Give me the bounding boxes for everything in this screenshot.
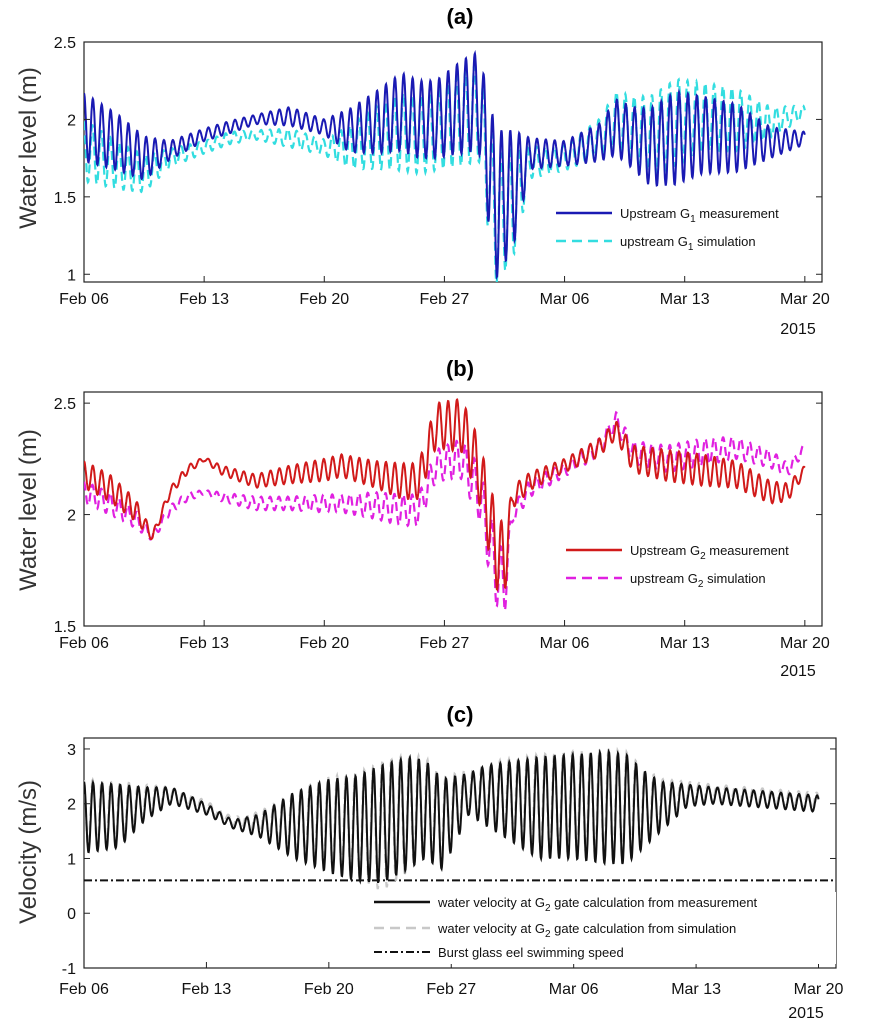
panel-a-x-tick-label: Mar 06 [540,291,590,308]
panel-a-plot-area [84,49,806,282]
panel-a-y-tick-label: 1.5 [54,190,76,207]
panel-b-y-tick-label: 1.5 [54,619,76,636]
panel-a-legend: Upstream G1 measurement upstream G1 simu… [556,206,779,253]
panel-a-x-tick-label: Mar 20 [780,291,830,308]
panel-b-legend: Upstream G2 measurement upstream G2 simu… [566,543,789,590]
panel-a-plot-frame [83,41,823,283]
legend-c-simulation-label: water velocity at G2 gate calculation fr… [437,921,736,940]
panel-c-year-label: 2015 [788,1005,824,1022]
panel-a-x-tick-label: Feb 13 [179,291,229,308]
panel-c-plot-area [84,746,836,890]
panel-c-x-tick-label: Feb 13 [182,981,232,998]
panel-a-x-tick-label: Mar 13 [660,291,710,308]
panel-a: (a) Water level (m) 1 1.5 2 2.5 Feb 06 Feb 1… [15,4,830,338]
panel-b-x-ticks: Feb 06 Feb 13 Feb 20 Feb 27 Mar 06 Mar 13 Mar … [59,620,830,652]
panel-c-legend: water velocity at G2 gate calculation fr… [366,892,836,964]
panel-a-y-tick-label: 1 [67,267,76,284]
legend-b-measurement-label: Upstream G2 measurement [630,543,789,562]
panel-b-plot-area [84,398,806,615]
panel-c-x-tick-label: Feb 06 [59,981,109,998]
panel-c-y-tick-label: -1 [62,961,76,978]
legend-a-simulation-label: upstream G1 simulation [620,234,756,253]
panel-c-x-tick-label: Mar 13 [671,981,721,998]
panel-b-x-tick-label: Feb 06 [59,635,109,652]
panel-b-y-tick-label: 2.5 [54,396,76,413]
panel-b-x-tick-label: Mar 20 [780,635,830,652]
panel-c-title: (c) [447,702,474,727]
panel-c-y-tick-label: 3 [67,742,76,759]
panel-a-x-tick-label: Feb 27 [420,291,470,308]
panel-a-x-ticks: Feb 06 Feb 13 Feb 20 Feb 27 Mar 06 Mar 13 Mar … [59,276,830,308]
panel-a-y-tick-label: 2.5 [54,35,76,52]
panel-c-x-tick-label: Mar 06 [549,981,599,998]
legend-c-background [366,892,836,964]
panel-c-y-tick-label: 0 [67,906,76,923]
legend-b-simulation-label: upstream G2 simulation [630,571,766,590]
panel-b-series-measurement-line [84,398,806,592]
panel-c-y-tick-label: 1 [67,851,76,868]
panel-a-title: (a) [447,4,474,29]
panel-a-x-tick-label: Feb 20 [299,291,349,308]
panel-b-x-tick-label: Feb 20 [299,635,349,652]
panel-a-series-simulation-line [84,61,806,282]
panel-a-series-measurement-line [84,49,806,281]
panel-c-series-simulation-line [84,746,820,890]
panel-c-plot-frame [83,737,837,969]
legend-c-measurement-label: water velocity at G2 gate calculation fr… [437,895,758,914]
panel-c-series-measurement-line [84,748,820,885]
panel-b-x-tick-label: Feb 27 [420,635,470,652]
panel-b: (b) Water level (m) 1.5 2 2.5 Feb 06 Feb 13… [15,356,830,680]
legend-a-measurement-label: Upstream G1 measurement [620,206,779,225]
panel-b-x-tick-label: Feb 13 [179,635,229,652]
panel-b-x-tick-label: Mar 13 [660,635,710,652]
panel-b-x-tick-label: Mar 06 [540,635,590,652]
panel-b-y-axis-label: Water level (m) [15,429,42,591]
panel-c-x-tick-label: Feb 20 [304,981,354,998]
panel-b-y-tick-label: 2 [67,508,76,525]
panel-b-title: (b) [446,356,474,381]
panel-c-x-tick-label: Mar 20 [794,981,844,998]
panel-a-year-label: 2015 [780,321,816,338]
panel-b-plot-frame [83,391,823,627]
panel-a-x-tick-label: Feb 06 [59,291,109,308]
panel-c-x-tick-label: Feb 27 [426,981,476,998]
panel-c-y-tick-label: 2 [67,797,76,814]
panel-a-y-ticks: 1 1.5 2 2.5 [54,35,822,284]
panel-a-y-tick-label: 2 [67,112,76,129]
panel-c-x-ticks: Feb 06 Feb 13 Feb 20 Feb 27 Mar 06 Mar 13 Mar … [59,962,844,998]
legend-c-threshold-label: Burst glass eel swimming speed [438,945,624,960]
panel-a-y-axis-label: Water level (m) [15,67,42,229]
panel-b-year-label: 2015 [780,663,816,680]
panel-b-y-ticks: 1.5 2 2.5 [54,396,822,636]
panel-c-y-axis-label: Velocity (m/s) [15,780,42,924]
